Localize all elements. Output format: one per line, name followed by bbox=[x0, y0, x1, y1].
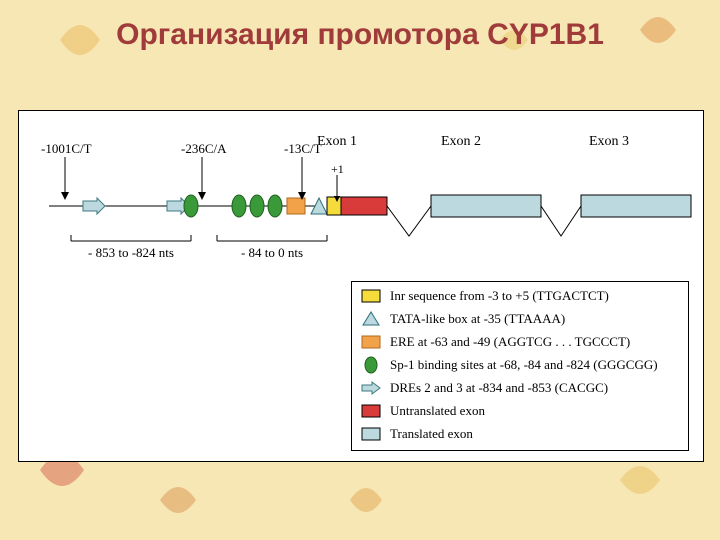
legend-symbol bbox=[360, 334, 382, 350]
legend-symbol bbox=[360, 311, 382, 327]
legend-symbol bbox=[360, 357, 382, 373]
slide-title: Организация промотора CYP1B1 bbox=[0, 18, 720, 52]
diagram-panel: -1001C/T -236C/A -13C/T +1 Exon 1 Exon 2 Exon … bbox=[18, 110, 704, 462]
svg-text:-1001C/T: -1001C/T bbox=[41, 141, 92, 156]
legend-symbol bbox=[360, 426, 382, 442]
legend-text: Translated exon bbox=[390, 426, 473, 442]
legend-row: Sp-1 binding sites at -68, -84 and -824 … bbox=[360, 357, 658, 373]
legend-symbol bbox=[360, 380, 382, 396]
svg-text:Exon 1: Exon 1 bbox=[317, 134, 357, 149]
legend-row: ERE at -63 and -49 (AGGTCG . . . TGCCCT) bbox=[360, 334, 630, 350]
legend-text: Sp-1 binding sites at -68, -84 and -824 … bbox=[390, 357, 658, 373]
legend-symbol bbox=[360, 288, 382, 304]
slide: Организация промотора CYP1B1 -1001C/T -23… bbox=[0, 0, 720, 540]
legend-symbol bbox=[360, 403, 382, 419]
svg-text:Exon 3: Exon 3 bbox=[589, 134, 629, 149]
legend: Inr sequence from -3 to +5 (TTGACTCT) TAT… bbox=[351, 281, 689, 451]
svg-text:-13C/T: -13C/T bbox=[284, 141, 322, 156]
legend-row: DREs 2 and 3 at -834 and -853 (CACGC) bbox=[360, 380, 608, 396]
svg-text:+1: +1 bbox=[331, 162, 344, 176]
legend-row: TATA-like box at -35 (TTAAAA) bbox=[360, 311, 565, 327]
legend-text: Inr sequence from -3 to +5 (TTGACTCT) bbox=[390, 288, 609, 304]
legend-text: DREs 2 and 3 at -834 and -853 (CACGC) bbox=[390, 380, 608, 396]
svg-text:- 853 to -824 nts: - 853 to -824 nts bbox=[88, 245, 174, 260]
legend-text: ERE at -63 and -49 (AGGTCG . . . TGCCCT) bbox=[390, 334, 630, 350]
svg-text:Exon 2: Exon 2 bbox=[441, 134, 481, 149]
legend-row: Inr sequence from -3 to +5 (TTGACTCT) bbox=[360, 288, 609, 304]
svg-text:- 84 to 0 nts: - 84 to 0 nts bbox=[241, 245, 303, 260]
legend-text: TATA-like box at -35 (TTAAAA) bbox=[390, 311, 565, 327]
legend-row: Translated exon bbox=[360, 426, 473, 442]
svg-text:-236C/A: -236C/A bbox=[181, 141, 227, 156]
legend-row: Untranslated exon bbox=[360, 403, 485, 419]
legend-text: Untranslated exon bbox=[390, 403, 485, 419]
